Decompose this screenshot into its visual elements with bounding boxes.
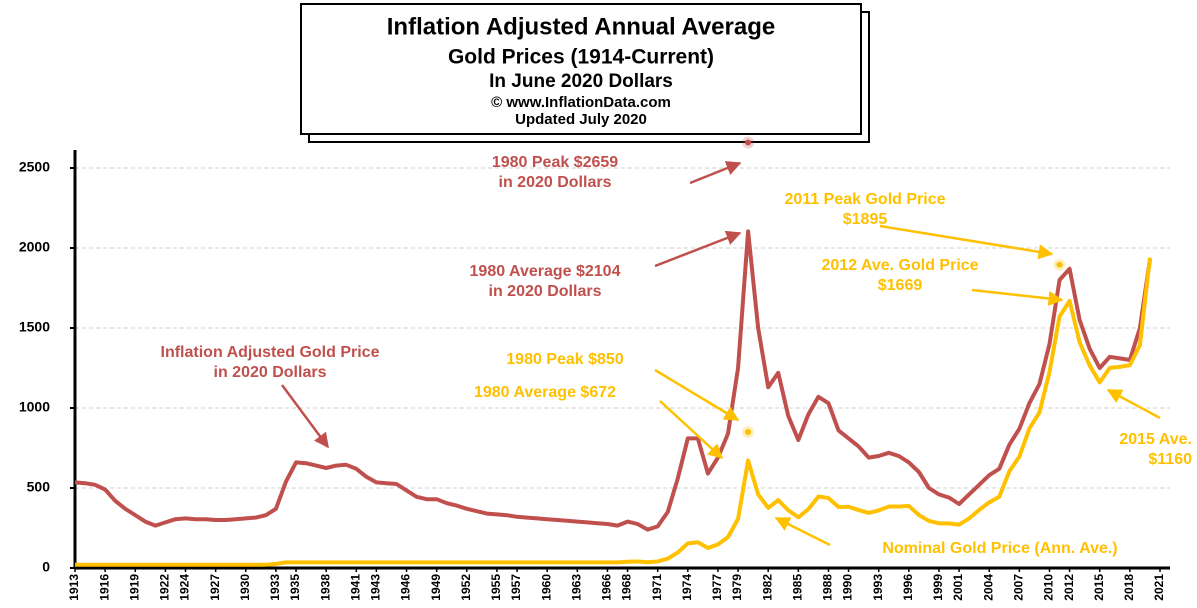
peak-marker [1056, 261, 1063, 268]
x-tick-label: 1977 [710, 574, 724, 601]
x-tick-label: 2018 [1122, 574, 1136, 601]
x-tick-label: 1930 [238, 574, 252, 601]
y-tick-label: 1000 [19, 399, 50, 415]
y-tick-label: 2000 [19, 239, 50, 255]
chart-title: © www.InflationData.com [491, 94, 671, 111]
annotation: $1895 [843, 211, 888, 228]
series-line [75, 257, 1152, 567]
annotation: 1980 Average $672 [474, 384, 616, 401]
x-tick-label: 2004 [981, 574, 995, 601]
annotation: 2012 Ave. Gold Price [821, 257, 978, 274]
x-tick-label: 2007 [1012, 574, 1026, 601]
x-tick-label: 1974 [680, 574, 694, 601]
title-box [300, 3, 862, 135]
y-tick-label: 0 [42, 559, 50, 575]
x-tick-label: 2012 [1062, 574, 1076, 601]
x-tick-label: 1999 [931, 574, 945, 601]
x-tick-label: 1913 [67, 574, 81, 601]
y-tick-label: 2500 [19, 159, 50, 175]
x-tick-label: 1916 [97, 574, 111, 601]
x-tick-label: 1922 [158, 574, 172, 601]
x-tick-label: 1966 [600, 574, 614, 601]
annotation-arrow [654, 230, 742, 268]
x-tick-label: 1952 [459, 574, 473, 601]
y-tick-label: 500 [27, 479, 51, 495]
x-tick-label: 1946 [399, 574, 413, 601]
annotation: 1980 Peak $850 [506, 351, 624, 368]
annotation-arrow [1106, 388, 1161, 420]
annotation: 1980 Peak $2659 [492, 154, 618, 171]
peak-marker [745, 139, 752, 146]
x-tick-label: 1933 [268, 574, 282, 601]
chart-title: Gold Prices (1914-Current) [448, 46, 714, 69]
x-tick-label: 1941 [348, 574, 362, 601]
x-tick-label: 1927 [208, 574, 222, 601]
x-tick-label: 1968 [620, 574, 634, 601]
annotation-arrow [689, 161, 742, 185]
peak-marker [745, 429, 752, 435]
x-tick-label: 1990 [841, 574, 855, 601]
x-tick-label: 1971 [650, 574, 664, 601]
x-tick-label: 1996 [901, 574, 915, 601]
x-tick-label: 1957 [509, 574, 523, 601]
annotation: 2015 Ave. [1119, 431, 1192, 448]
x-tick-label: 1985 [791, 574, 805, 601]
x-tick-label: 1943 [369, 574, 383, 601]
x-tick-label: 1935 [288, 574, 302, 601]
annotation-arrow [879, 224, 1054, 260]
annotation: $1160 [1148, 451, 1192, 468]
annotation: 1980 Average $2104 [470, 263, 621, 280]
annotation: in 2020 Dollars [499, 174, 612, 191]
annotation: Nominal Gold Price (Ann. Ave.) [882, 540, 1117, 557]
x-tick-label: 1979 [730, 574, 744, 601]
x-tick-label: 2021 [1152, 574, 1166, 601]
annotation: in 2020 Dollars [489, 283, 602, 300]
x-tick-label: 1988 [821, 574, 835, 601]
x-tick-label: 1960 [539, 574, 553, 601]
series-line [74, 229, 1152, 532]
annotation-arrow [654, 368, 740, 422]
y-tick-label: 1500 [19, 319, 50, 335]
x-tick-label: 1955 [489, 574, 503, 601]
annotation: 2011 Peak Gold Price [785, 191, 946, 208]
annotation: Inflation Adjusted Gold Price [161, 344, 380, 361]
annotation-arrow [971, 288, 1064, 306]
chart-title: In June 2020 Dollars [489, 71, 673, 92]
x-tick-label: 1919 [127, 574, 141, 601]
x-tick-label: 2001 [951, 574, 965, 601]
annotation-arrow [280, 384, 330, 449]
x-tick-label: 1949 [429, 574, 443, 601]
x-tick-label: 2010 [1042, 574, 1056, 601]
annotation: $1669 [878, 277, 923, 294]
annotation: in 2020 Dollars [214, 364, 327, 381]
chart-title: Inflation Adjusted Annual Average [387, 13, 775, 40]
chart-title: Updated July 2020 [515, 111, 647, 128]
annotation-arrow [774, 516, 831, 547]
x-tick-label: 1938 [318, 574, 332, 601]
annotation-arrow [659, 400, 724, 460]
x-tick-label: 1982 [760, 574, 774, 601]
x-tick-label: 1924 [178, 574, 192, 601]
x-tick-label: 1993 [871, 574, 885, 601]
x-tick-label: 1963 [569, 574, 583, 601]
x-tick-label: 2015 [1092, 574, 1106, 601]
